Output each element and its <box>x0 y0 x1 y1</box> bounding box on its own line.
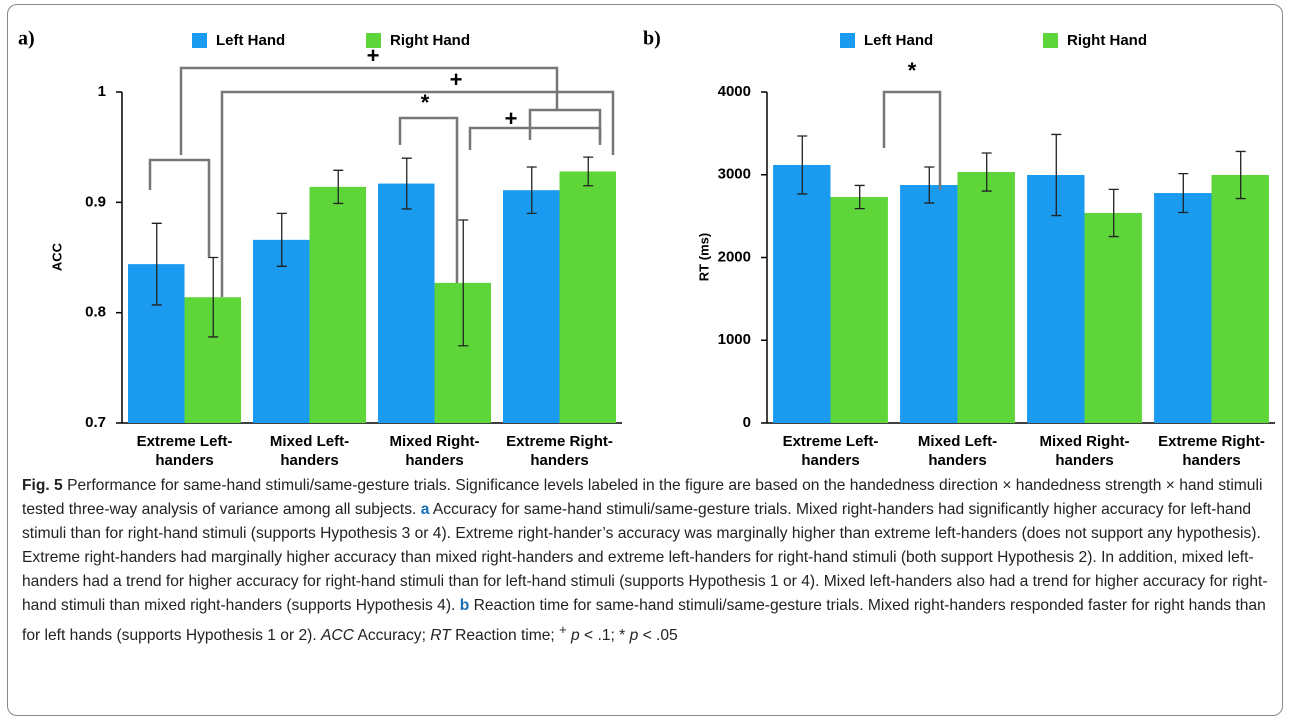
y-axis-label: ACC <box>49 242 64 271</box>
error-bar <box>1178 172 1189 214</box>
panel-label: b) <box>643 28 661 50</box>
error-bar <box>1051 133 1062 217</box>
y-tick-label: 3000 <box>718 166 751 183</box>
caption-b-label: b <box>459 597 470 614</box>
bar <box>773 164 831 423</box>
legend-swatch <box>366 33 381 48</box>
caption-text: < .05 <box>638 627 678 645</box>
legend-swatch <box>192 33 207 48</box>
significance-label: + <box>450 67 463 92</box>
x-tick-label: Mixed Right-handers <box>1039 433 1130 469</box>
bar <box>253 239 310 423</box>
significance-bracket <box>148 158 211 257</box>
x-tick-label: Mixed Left-handers <box>917 433 998 469</box>
y-tick-label: 0 <box>743 414 751 431</box>
error-bar <box>276 212 287 267</box>
significance-bracket <box>398 116 459 283</box>
y-axis-label: RT (ms) <box>696 233 711 281</box>
error-bar <box>924 166 935 204</box>
y-tick-label: 0.9 <box>85 193 106 210</box>
bar <box>1084 212 1142 423</box>
legend-swatch <box>1043 33 1058 48</box>
legend-label: Left Hand <box>216 32 285 49</box>
significance-bracket <box>468 126 602 150</box>
significance-label: * <box>421 90 430 115</box>
bar <box>1027 174 1085 423</box>
bar <box>900 185 958 423</box>
x-tick-label: Mixed Right-handers <box>389 433 480 469</box>
y-tick-label: 1 <box>98 83 106 100</box>
legend-label: Left Hand <box>864 32 933 49</box>
legend-label: Right Hand <box>1067 32 1147 49</box>
error-bar <box>981 152 992 192</box>
y-tick-label: 2000 <box>718 248 751 265</box>
abbr: p <box>571 627 580 645</box>
x-tick-label: Extreme Left-handers <box>782 433 879 469</box>
significance-label: + <box>367 43 380 68</box>
legend-label: Right Hand <box>390 32 470 49</box>
error-bar <box>854 184 865 210</box>
figure: a) ACC 0.7 0.8 0.9 1 Left Hand Right Hand + + * + b)… <box>18 28 1275 431</box>
significance-label: * <box>908 58 917 83</box>
bar <box>1154 193 1212 423</box>
error-bar <box>526 166 537 215</box>
legend-swatch <box>840 33 855 48</box>
error-bar <box>401 157 412 210</box>
error-bar <box>1235 150 1246 200</box>
significance-bracket <box>882 90 942 190</box>
error-bar <box>797 135 808 195</box>
panel-label: a) <box>18 28 35 50</box>
y-tick-label: 0.7 <box>85 414 106 431</box>
error-bar <box>458 219 469 347</box>
error-bar <box>583 156 594 187</box>
x-tick-label: Extreme Left-handers <box>136 433 233 469</box>
bar <box>957 172 1015 423</box>
bar <box>830 197 888 423</box>
caption-text: Performance for same-hand stimuli/same-g… <box>22 477 1263 518</box>
caption-label: Fig. 5 <box>22 477 63 494</box>
caption-a-label: a <box>420 501 430 518</box>
bar <box>1211 174 1269 423</box>
bar <box>309 186 366 423</box>
x-tick-label: Extreme Right-handers <box>1158 433 1265 469</box>
y-tick-label: 4000 <box>718 83 751 100</box>
abbr: ACC <box>321 627 354 645</box>
caption-text: Reaction time; <box>450 627 560 645</box>
caption-text: Accuracy for same-hand stimuli/same-gest… <box>22 501 1268 614</box>
abbr: RT <box>430 627 451 645</box>
error-bar <box>208 256 219 338</box>
bar <box>503 190 560 423</box>
error-bar <box>333 169 344 205</box>
significance-label: + <box>505 106 518 131</box>
significance-bracket <box>220 90 615 297</box>
symbol: + <box>559 622 567 637</box>
significance-bracket <box>528 108 602 140</box>
abbr: p <box>629 627 639 645</box>
y-tick-label: 1000 <box>718 331 751 348</box>
caption-text: Accuracy; <box>353 627 431 645</box>
x-tick-label: Extreme Right-handers <box>506 433 613 469</box>
significance-bracket <box>179 66 559 155</box>
x-tick-label: Mixed Left-handers <box>269 433 350 469</box>
bar <box>378 183 435 423</box>
bar <box>559 171 616 423</box>
caption-text: Reaction time for same-hand stimuli/same… <box>22 597 1266 645</box>
error-bar <box>151 222 162 306</box>
caption: Fig. 5 Performance for same-hand stimuli… <box>22 474 1277 648</box>
y-tick-label: 0.8 <box>85 304 106 321</box>
caption-text: < .1; * <box>579 627 630 645</box>
error-bar <box>1108 188 1119 238</box>
